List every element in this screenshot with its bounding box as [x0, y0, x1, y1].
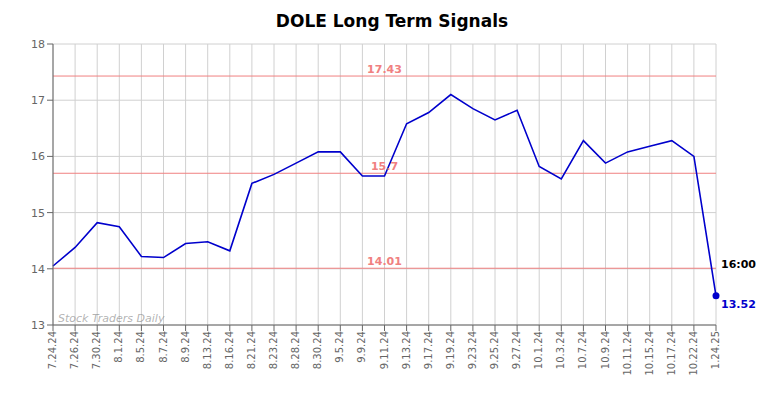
svg-text:10.17.24: 10.17.24: [666, 331, 677, 376]
svg-text:9.11.24: 9.11.24: [379, 331, 390, 369]
svg-text:8.13.24: 8.13.24: [202, 331, 213, 369]
svg-text:9.25.24: 9.25.24: [489, 331, 500, 369]
svg-text:10.1.24: 10.1.24: [533, 331, 544, 369]
svg-text:9.17.24: 9.17.24: [423, 331, 434, 369]
svg-text:Stock Traders Daily: Stock Traders Daily: [58, 312, 165, 325]
svg-text:10.9.24: 10.9.24: [600, 331, 611, 369]
svg-text:9.13.24: 9.13.24: [401, 331, 412, 369]
svg-text:8.28.24: 8.28.24: [290, 331, 301, 369]
svg-text:10.3.24: 10.3.24: [555, 331, 566, 369]
svg-text:17: 17: [31, 94, 45, 107]
svg-text:9.5.24: 9.5.24: [334, 331, 345, 363]
svg-text:13: 13: [31, 319, 45, 332]
svg-text:8.23.24: 8.23.24: [268, 331, 279, 369]
svg-text:7.26.24: 7.26.24: [69, 331, 80, 369]
svg-text:10.11.24: 10.11.24: [622, 331, 633, 376]
svg-text:15.7: 15.7: [371, 160, 398, 173]
html-text:DOLE Long Term Signals: DOLE Long Term Signals: [275, 11, 509, 31]
svg-text:9.19.24: 9.19.24: [445, 331, 456, 369]
svg-text:8.21.24: 8.21.24: [246, 331, 257, 369]
svg-text:8.30.24: 8.30.24: [312, 331, 323, 369]
svg-text:8.16.24: 8.16.24: [224, 331, 235, 369]
svg-text:1.24.25: 1.24.25: [710, 331, 721, 369]
svg-text:10.7.24: 10.7.24: [578, 331, 589, 369]
svg-text:8.7.24: 8.7.24: [158, 331, 169, 363]
svg-text:15: 15: [31, 207, 45, 220]
svg-text:9.9.24: 9.9.24: [357, 331, 368, 363]
svg-text:10.22.24: 10.22.24: [688, 331, 699, 376]
svg-text:8.9.24: 8.9.24: [180, 331, 191, 363]
svg-text:7.24.24: 7.24.24: [47, 331, 58, 369]
svg-text:13.52: 13.52: [721, 298, 756, 311]
svg-text:8.5.24: 8.5.24: [136, 331, 147, 363]
svg-text:16:00: 16:00: [721, 258, 756, 271]
svg-text:14.01: 14.01: [367, 255, 402, 268]
svg-text:9.23.24: 9.23.24: [467, 331, 478, 369]
svg-text:9.27.24: 9.27.24: [511, 331, 522, 369]
svg-text:8.1.24: 8.1.24: [113, 331, 124, 363]
svg-text:16: 16: [31, 150, 45, 163]
svg-text:14: 14: [31, 263, 45, 276]
svg-text:10.15.24: 10.15.24: [644, 331, 655, 376]
svg-text:17.43: 17.43: [367, 63, 402, 76]
svg-text:7.30.24: 7.30.24: [91, 331, 102, 369]
svg-text:18: 18: [31, 38, 45, 51]
